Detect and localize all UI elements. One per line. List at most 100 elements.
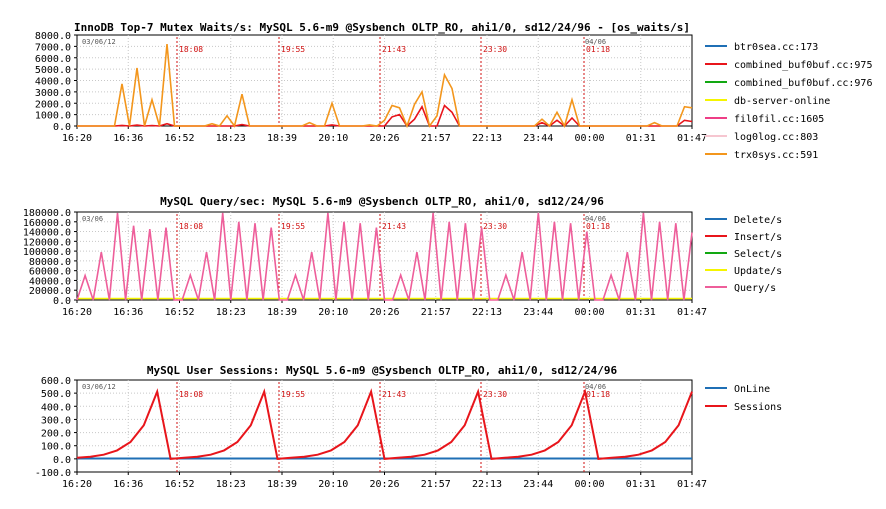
marker-label: 01:18 — [586, 390, 610, 399]
x-tick-label: 16:36 — [113, 133, 143, 144]
y-tick-label: 300.0 — [41, 415, 71, 426]
x-tick-label: 18:23 — [216, 307, 246, 318]
x-tick-label: 21:57 — [421, 133, 451, 144]
x-tick-label: 22:13 — [472, 133, 502, 144]
y-tick-label: 120000.0 — [23, 237, 71, 248]
y-tick-label: 4000.0 — [35, 77, 71, 88]
x-tick-label: 18:23 — [216, 133, 246, 144]
legend-label: Insert/s — [734, 232, 782, 243]
y-tick-label: 80000.0 — [29, 257, 71, 268]
legend-label: db-server-online — [734, 96, 830, 107]
chart-title: InnoDB Top-7 Mutex Waits/s: MySQL 5.6-m9… — [74, 21, 690, 34]
x-tick-label: 01:47 — [677, 479, 707, 490]
chart-title: MySQL User Sessions: MySQL 5.6-m9 @Sysbe… — [147, 364, 618, 377]
x-tick-label: 20:26 — [369, 133, 399, 144]
marker-label: 19:55 — [281, 222, 305, 231]
x-tick-label: 01:47 — [677, 307, 707, 318]
x-tick-label: 20:10 — [318, 133, 348, 144]
y-tick-label: 40000.0 — [29, 276, 71, 287]
date-end-label: 04/06 — [585, 215, 606, 223]
y-tick-label: 2000.0 — [35, 99, 71, 110]
legend-label: combined_buf0buf.cc:976 — [734, 78, 872, 89]
x-tick-label: 16:52 — [164, 479, 194, 490]
x-tick-label: 23:44 — [523, 479, 553, 490]
marker-label: 19:55 — [281, 390, 305, 399]
y-tick-label: 400.0 — [41, 402, 71, 413]
y-tick-label: 180000.0 — [23, 208, 71, 219]
x-tick-label: 01:47 — [677, 133, 707, 144]
y-tick-label: 200.0 — [41, 429, 71, 440]
chart-query-sec: MySQL Query/sec: MySQL 5.6-m9 @Sysbench … — [23, 195, 782, 318]
y-tick-label: 140000.0 — [23, 228, 71, 239]
y-tick-label: 100000.0 — [23, 247, 71, 258]
y-tick-label: 8000.0 — [35, 31, 71, 42]
chart-title: MySQL Query/sec: MySQL 5.6-m9 @Sysbench … — [160, 195, 604, 208]
marker-label: 23:30 — [483, 222, 507, 231]
marker-label: 18:08 — [179, 222, 203, 231]
legend-label: OnLine — [734, 384, 770, 395]
x-tick-label: 20:26 — [369, 479, 399, 490]
x-tick-label: 18:23 — [216, 479, 246, 490]
x-tick-label: 18:39 — [267, 307, 297, 318]
date-start-label: 03/06 — [82, 215, 103, 223]
y-tick-label: -100.0 — [35, 468, 71, 479]
legend-label: Query/s — [734, 283, 776, 294]
x-tick-label: 16:36 — [113, 307, 143, 318]
x-tick-label: 00:00 — [574, 307, 604, 318]
x-tick-label: 20:10 — [318, 307, 348, 318]
legend-label: Update/s — [734, 266, 782, 277]
legend-label: btr0sea.cc:173 — [734, 42, 818, 53]
marker-label: 18:08 — [179, 390, 203, 399]
x-tick-label: 20:26 — [369, 307, 399, 318]
y-tick-label: 160000.0 — [23, 218, 71, 229]
x-tick-label: 01:31 — [626, 307, 656, 318]
marker-label: 19:55 — [281, 45, 305, 54]
series-line — [77, 44, 693, 129]
date-start-label: 03/06/12 — [82, 38, 116, 46]
y-tick-label: 6000.0 — [35, 54, 71, 65]
x-tick-label: 20:10 — [318, 479, 348, 490]
x-tick-label: 18:39 — [267, 133, 297, 144]
x-tick-label: 16:20 — [62, 479, 92, 490]
marker-label: 21:43 — [382, 222, 406, 231]
y-tick-label: 5000.0 — [35, 65, 71, 76]
x-tick-label: 22:13 — [472, 479, 502, 490]
y-tick-label: 0.0 — [53, 296, 71, 307]
legend-label: Sessions — [734, 402, 782, 413]
y-tick-label: 1000.0 — [35, 111, 71, 122]
y-tick-label: 3000.0 — [35, 88, 71, 99]
marker-label: 23:30 — [483, 45, 507, 54]
marker-label: 18:08 — [179, 45, 203, 54]
y-tick-label: 600.0 — [41, 376, 71, 387]
date-end-label: 04/06 — [585, 38, 606, 46]
x-tick-label: 23:44 — [523, 307, 553, 318]
x-tick-label: 01:31 — [626, 479, 656, 490]
x-tick-label: 16:52 — [164, 307, 194, 318]
y-tick-label: 20000.0 — [29, 286, 71, 297]
marker-label: 21:43 — [382, 390, 406, 399]
x-tick-label: 18:39 — [267, 479, 297, 490]
x-tick-label: 00:00 — [574, 133, 604, 144]
legend-label: fil0fil.cc:1605 — [734, 114, 824, 125]
chart-mutex-waits: InnoDB Top-7 Mutex Waits/s: MySQL 5.6-m9… — [35, 21, 873, 161]
x-tick-label: 00:00 — [574, 479, 604, 490]
date-start-label: 03/06/12 — [82, 383, 116, 391]
marker-label: 01:18 — [586, 45, 610, 54]
x-tick-label: 21:57 — [421, 479, 451, 490]
x-tick-label: 21:57 — [421, 307, 451, 318]
marker-label: 21:43 — [382, 45, 406, 54]
series-line — [76, 212, 693, 301]
x-tick-label: 16:52 — [164, 133, 194, 144]
y-tick-label: 7000.0 — [35, 42, 71, 53]
legend-label: combined_buf0buf.cc:975 — [734, 60, 872, 71]
x-tick-label: 22:13 — [472, 307, 502, 318]
series-line — [76, 388, 693, 460]
x-tick-label: 01:31 — [626, 133, 656, 144]
legend-label: log0log.cc:803 — [734, 132, 818, 143]
y-tick-label: 0.0 — [53, 122, 71, 133]
y-tick-label: 500.0 — [41, 389, 71, 400]
marker-label: 23:30 — [483, 390, 507, 399]
x-tick-label: 16:36 — [113, 479, 143, 490]
marker-label: 01:18 — [586, 222, 610, 231]
